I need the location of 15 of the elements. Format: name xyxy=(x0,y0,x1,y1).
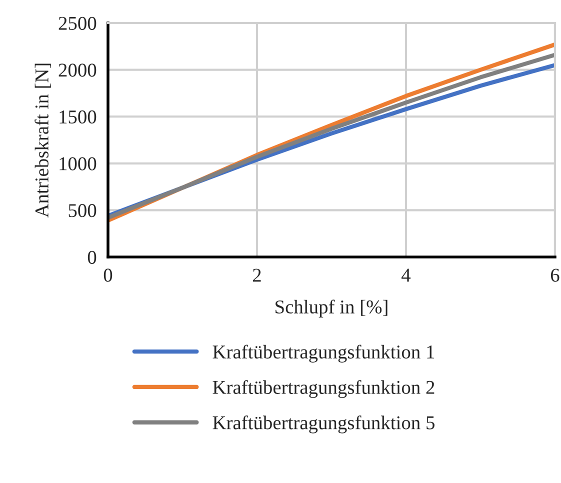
x-axis-title: Schlupf in [%] xyxy=(276,300,388,318)
legend-label: Kraftübertragungsfunktion 1 xyxy=(212,344,434,363)
y-axis-title: Antriebskraft in [N] xyxy=(34,64,51,218)
x-tick-label: 2 xyxy=(252,268,261,282)
x-tick-label: 4 xyxy=(402,268,411,282)
y-tick-label: 1500 xyxy=(60,110,96,124)
x-tick-label: 0 xyxy=(104,268,112,282)
y-tick-label: 500 xyxy=(68,204,96,218)
y-tick-label: 1000 xyxy=(60,157,96,170)
y-tick-label: 0 xyxy=(88,250,96,264)
y-tick-label: 2000 xyxy=(58,64,96,77)
y-tick-label: 2500 xyxy=(58,16,96,30)
legend-label: Kraftübertragungsfunktion 5 xyxy=(212,415,434,434)
x-tick-label: 6 xyxy=(550,268,560,282)
legend-label: Kraftübertragungsfunktion 2 xyxy=(212,380,434,398)
